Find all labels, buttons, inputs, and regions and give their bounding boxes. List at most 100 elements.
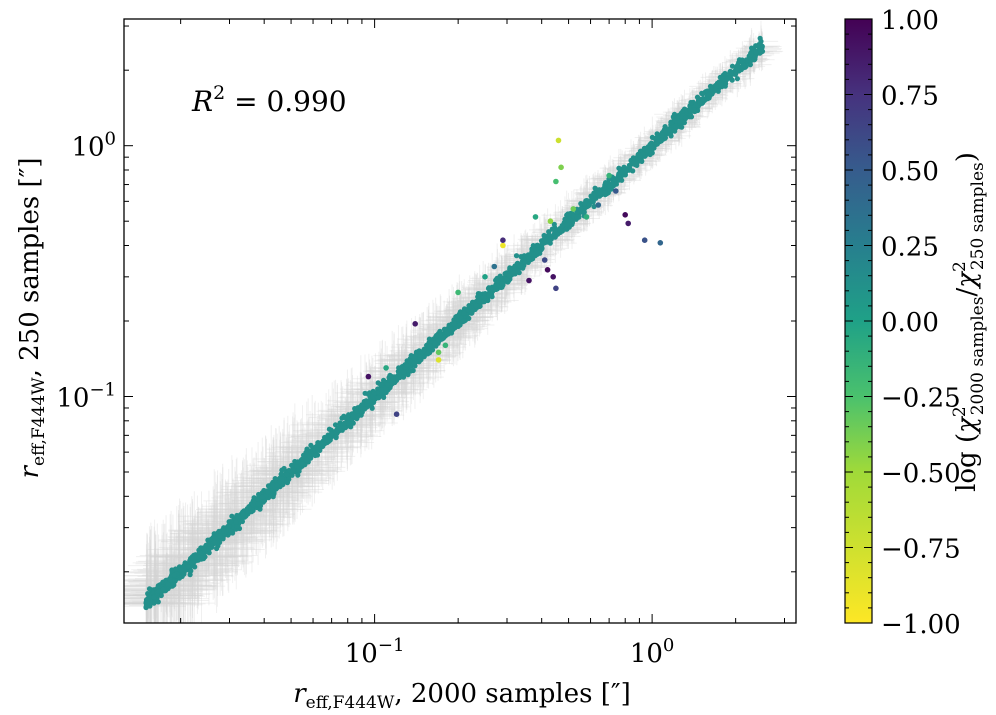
data-point — [649, 134, 656, 140]
outlier-point — [412, 321, 419, 327]
data-point — [513, 253, 520, 259]
data-point — [336, 425, 342, 431]
data-point — [724, 76, 730, 82]
data-point — [300, 461, 306, 467]
outlier-point — [553, 178, 559, 185]
data-point — [753, 49, 759, 55]
data-point — [381, 394, 387, 400]
data-point — [182, 560, 188, 566]
data-point — [350, 413, 356, 419]
data-point — [494, 275, 500, 281]
y-tick-label: 10−1 — [56, 380, 116, 414]
data-point — [390, 376, 396, 382]
data-point — [451, 320, 457, 327]
data-point — [566, 211, 572, 217]
data-point — [279, 476, 285, 482]
data-point — [165, 581, 171, 587]
data-point — [734, 67, 740, 73]
data-point — [401, 369, 407, 375]
data-point — [155, 583, 161, 589]
data-point — [387, 372, 393, 378]
data-point — [506, 273, 512, 279]
data-point — [233, 519, 239, 526]
data-point — [296, 466, 302, 472]
data-point — [647, 151, 653, 158]
x-tick-label: 10−1 — [345, 635, 405, 669]
data-point — [586, 201, 592, 207]
data-point — [404, 362, 410, 368]
data-point — [229, 513, 235, 519]
outlier-point — [550, 274, 556, 280]
data-point — [303, 449, 309, 455]
data-point — [359, 402, 365, 408]
data-point — [375, 395, 381, 401]
data-point — [546, 232, 552, 238]
data-point — [228, 528, 234, 534]
data-points — [143, 35, 766, 611]
data-point — [578, 201, 584, 207]
outlier-point — [558, 164, 564, 171]
data-point — [371, 390, 377, 396]
outlier-point — [555, 137, 562, 144]
data-point — [440, 335, 446, 341]
data-point — [341, 420, 347, 427]
data-point — [466, 304, 472, 310]
data-point — [326, 426, 332, 432]
data-point — [602, 190, 608, 196]
data-point — [365, 391, 371, 397]
data-point — [185, 564, 191, 570]
data-point — [189, 554, 195, 560]
data-point — [732, 71, 739, 77]
data-point — [191, 559, 197, 565]
data-point — [457, 322, 463, 328]
data-point — [234, 523, 240, 529]
data-point — [412, 355, 418, 361]
data-point — [160, 586, 166, 592]
data-point — [432, 340, 438, 346]
data-point — [346, 420, 352, 426]
data-point — [226, 523, 232, 529]
data-point — [662, 129, 669, 135]
data-point — [549, 226, 555, 232]
data-point — [688, 108, 694, 114]
data-point — [739, 58, 746, 64]
data-point — [308, 442, 314, 448]
y-tick-label: 100 — [71, 129, 116, 163]
data-point — [407, 358, 413, 364]
data-point — [475, 294, 481, 300]
data-point — [322, 434, 328, 441]
data-point — [627, 165, 633, 171]
data-point — [269, 482, 276, 488]
data-point — [543, 237, 549, 243]
data-point — [486, 292, 492, 298]
data-point — [594, 187, 600, 193]
data-point — [355, 413, 361, 419]
data-point — [616, 165, 622, 171]
data-point — [749, 45, 755, 51]
data-point — [502, 271, 508, 277]
data-point — [389, 380, 395, 386]
y-axis-title: reff,F444W, 250 samples [″] — [15, 158, 49, 479]
data-point — [621, 164, 627, 170]
outlier-point — [606, 172, 612, 179]
data-point — [259, 494, 266, 500]
outlier-point — [583, 214, 590, 220]
data-point — [486, 285, 492, 291]
data-point — [515, 268, 521, 274]
data-point — [748, 51, 754, 58]
data-point — [350, 420, 356, 426]
data-point — [517, 263, 524, 269]
r-squared-annotation: R2 = 0.990 — [191, 82, 347, 118]
data-point — [256, 491, 262, 498]
outlier-point — [442, 342, 449, 349]
data-point — [274, 482, 280, 488]
data-point — [212, 535, 218, 541]
data-point — [619, 169, 625, 175]
data-point — [217, 533, 223, 539]
data-point — [178, 567, 185, 573]
data-point — [712, 87, 718, 93]
data-point — [234, 512, 240, 519]
data-point — [700, 91, 706, 97]
data-point — [654, 134, 661, 140]
data-point — [216, 528, 222, 534]
